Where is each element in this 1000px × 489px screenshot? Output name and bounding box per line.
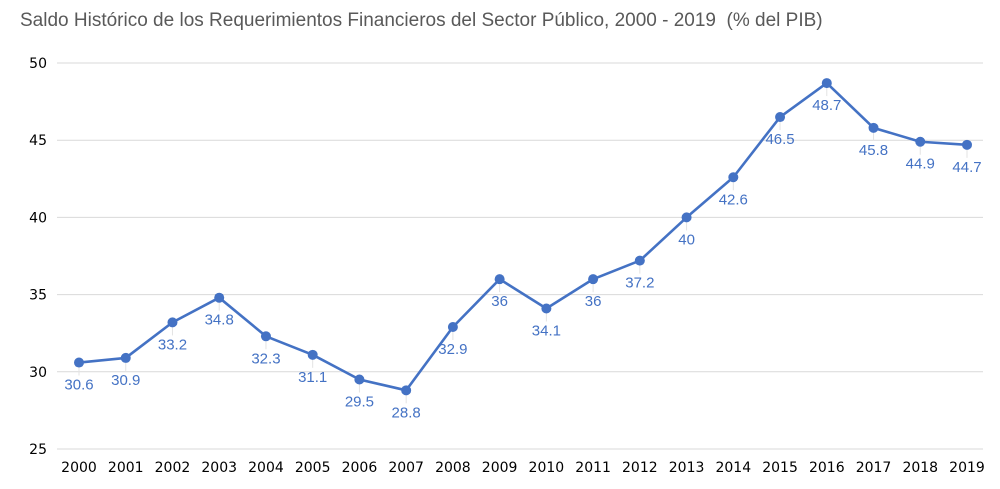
data-label: 46.5: [765, 131, 794, 148]
y-axis-ticks: 25 30 35 40 45 50: [29, 56, 47, 458]
x-tick-label: 2015: [762, 460, 798, 476]
x-tick-label: 2010: [529, 460, 565, 476]
x-tick-label: 2018: [902, 460, 938, 476]
data-label: 33.2: [158, 336, 187, 353]
data-label: 30.6: [64, 377, 93, 394]
x-axis-ticks: 2000 2001 2002 2003 2004 2005 2006 2007 2008 2009…: [61, 460, 985, 476]
x-tick-label: 2011: [575, 460, 611, 476]
x-tick-label: 2019: [949, 460, 985, 476]
data-point: [74, 357, 84, 368]
data-label: 29.5: [345, 394, 374, 411]
x-tick-label: 2007: [388, 460, 424, 476]
label-leaders: [78, 88, 968, 404]
data-label: 36: [585, 293, 602, 310]
data-label: 44.9: [906, 156, 935, 173]
x-tick-label: 2012: [622, 460, 658, 476]
y-tick-label: 45: [29, 133, 47, 149]
x-tick-label: 2004: [248, 460, 284, 476]
data-label: 34.1: [532, 322, 561, 339]
y-tick-label: 40: [29, 210, 47, 226]
data-labels: 30.6 30.9 33.2 34.8 32.3 31.1 29.5 28.8 32.9 36 34…: [64, 97, 981, 421]
x-tick-label: 2006: [342, 460, 378, 476]
chart-title: Saldo Histórico de los Requerimientos Fi…: [20, 10, 823, 31]
data-point: [167, 317, 178, 328]
data-point: [447, 322, 458, 333]
data-point: [214, 292, 225, 303]
x-tick-label: 2017: [856, 460, 892, 476]
y-tick-label: 30: [29, 365, 47, 381]
data-point: [401, 385, 412, 396]
data-label: 40: [678, 231, 695, 248]
data-point: [681, 212, 692, 223]
data-point: [541, 303, 552, 314]
x-tick-label: 2016: [809, 460, 845, 476]
data-label: 32.3: [251, 350, 280, 367]
y-tick-label: 50: [29, 56, 47, 72]
y-tick-label: 25: [29, 442, 47, 458]
x-tick-label: 2005: [295, 460, 331, 476]
x-tick-label: 2000: [61, 460, 97, 476]
x-tick-label: 2008: [435, 460, 471, 476]
data-label: 48.7: [812, 97, 841, 114]
data-point: [775, 112, 786, 123]
x-tick-label: 2013: [669, 460, 705, 476]
data-label: 30.9: [111, 372, 140, 389]
data-label: 31.1: [298, 369, 327, 386]
x-tick-label: 2009: [482, 460, 518, 476]
data-label: 37.2: [625, 275, 654, 292]
data-point: [868, 122, 879, 133]
data-label: 45.8: [859, 142, 888, 159]
data-point: [354, 374, 365, 385]
data-point: [307, 349, 318, 360]
data-label: 32.9: [438, 341, 467, 358]
x-tick-label: 2003: [201, 460, 237, 476]
data-point: [821, 78, 832, 89]
series-line: [78, 81, 968, 392]
data-point: [588, 274, 599, 285]
data-points: [74, 78, 972, 396]
data-point: [634, 255, 645, 266]
data-label: 34.8: [205, 312, 234, 329]
y-tick-label: 35: [29, 288, 47, 304]
data-point: [728, 172, 739, 183]
x-tick-label: 2002: [155, 460, 191, 476]
data-point: [260, 331, 271, 342]
data-point: [962, 139, 972, 150]
data-label: 28.8: [392, 404, 421, 421]
data-label: 42.6: [719, 191, 748, 208]
data-label: 44.7: [952, 159, 981, 176]
data-point: [915, 136, 926, 147]
data-point: [120, 352, 131, 363]
gridlines: [57, 62, 983, 450]
x-tick-label: 2001: [108, 460, 144, 476]
data-label: 36: [491, 293, 508, 310]
data-point: [494, 274, 505, 285]
x-tick-label: 2014: [715, 460, 751, 476]
